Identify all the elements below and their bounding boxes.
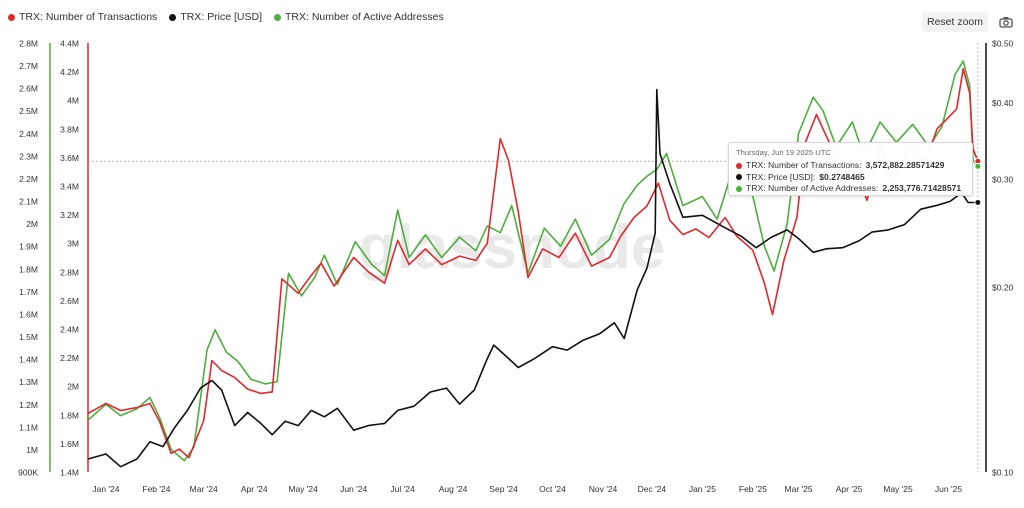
legend-label-active-addresses: TRX: Number of Active Addresses xyxy=(285,11,444,23)
tick-x-15: Apr '25 xyxy=(836,484,863,494)
tick-active-addresses-8: 1.7M xyxy=(19,287,38,297)
tick-x-16: May '25 xyxy=(883,484,913,494)
watermark: glassnode xyxy=(359,213,666,282)
tooltip-label-price: TRX: Price [USD]: xyxy=(746,171,816,182)
tooltip-dot-price xyxy=(736,174,742,181)
tooltip-row-price: TRX: Price [USD]: $0.2748465 xyxy=(736,172,965,184)
tick-price-2: $0.30 xyxy=(992,175,1014,185)
tick-x-5: Jun '24 xyxy=(340,484,367,494)
tooltip-date: Thursday, Jun 19 2025 UTC xyxy=(736,148,831,157)
tick-transactions-4: 2.2M xyxy=(60,353,79,363)
tooltip: Thursday, Jun 19 2025 UTC TRX: Number of… xyxy=(728,142,973,196)
tick-transactions-10: 3.4M xyxy=(60,182,79,192)
tick-transactions-14: 4.2M xyxy=(60,67,79,77)
tick-active-addresses-19: 2.8M xyxy=(19,39,38,49)
tick-x-7: Aug '24 xyxy=(439,484,468,494)
marker-price xyxy=(974,199,982,207)
tick-transactions-11: 3.6M xyxy=(60,153,79,163)
tick-active-addresses-12: 2.1M xyxy=(19,197,38,207)
tick-active-addresses-14: 2.3M xyxy=(19,151,38,161)
tick-x-14: Mar '25 xyxy=(785,484,813,494)
legend-label-transactions: TRX: Number of Transactions xyxy=(19,11,158,23)
legend-item-active-addresses[interactable]: TRX: Number of Active Addresses xyxy=(274,11,444,23)
tick-active-addresses-2: 1.1M xyxy=(19,422,38,432)
tooltip-value-transactions: 3,572,882.28571429 xyxy=(865,160,945,170)
tick-x-8: Sep '24 xyxy=(489,484,518,494)
camera-icon[interactable] xyxy=(996,12,1016,32)
tick-x-10: Nov '24 xyxy=(589,484,618,494)
legend-dot-price xyxy=(169,13,177,21)
tooltip-value-price: $0.2748465 xyxy=(819,171,865,182)
tick-price-0: $0.10 xyxy=(992,468,1014,478)
tick-transactions-2: 1.8M xyxy=(60,410,79,420)
tooltip-dot-active-addresses xyxy=(736,185,742,192)
tick-active-addresses-15: 2.4M xyxy=(19,129,38,139)
tick-x-13: Feb '25 xyxy=(739,484,767,494)
tick-x-0: Jan '24 xyxy=(92,484,119,494)
legend-item-price[interactable]: TRX: Price [USD] xyxy=(169,11,262,23)
tick-active-addresses-17: 2.6M xyxy=(19,84,38,94)
legend-dot-active-addresses xyxy=(274,13,281,21)
tick-x-3: Apr '24 xyxy=(241,484,268,494)
tooltip-row-transactions: TRX: Number of Transactions: 3,572,882.2… xyxy=(736,160,965,172)
tick-x-2: Mar '24 xyxy=(190,484,218,494)
tick-x-9: Oct '24 xyxy=(539,484,566,494)
tick-active-addresses-11: 2M xyxy=(26,219,38,229)
tick-active-addresses-16: 2.5M xyxy=(19,106,38,116)
tooltip-label-transactions: TRX: Number of Transactions: xyxy=(746,160,862,170)
tick-active-addresses-7: 1.6M xyxy=(19,309,38,319)
tick-transactions-7: 2.8M xyxy=(60,267,79,277)
tick-active-addresses-0: 900K xyxy=(18,468,38,478)
tick-transactions-13: 4M xyxy=(67,96,79,106)
tick-x-12: Jan '25 xyxy=(689,484,716,494)
tooltip-dot-transactions xyxy=(736,162,742,169)
legend: TRX: Number of Transactions TRX: Price [… xyxy=(8,11,444,23)
tick-active-addresses-3: 1.2M xyxy=(19,400,38,410)
tick-transactions-3: 2M xyxy=(67,382,79,392)
tick-active-addresses-4: 1.3M xyxy=(19,377,38,387)
tooltip-value-active-addresses: 2,253,776.71428571 xyxy=(882,183,962,193)
tick-transactions-1: 1.6M xyxy=(60,439,79,449)
legend-item-transactions[interactable]: TRX: Number of Transactions xyxy=(8,11,157,23)
tick-transactions-0: 1.4M xyxy=(60,468,79,478)
tooltip-label-active-addresses: TRX: Number of Active Addresses: xyxy=(746,183,879,193)
tick-active-addresses-5: 1.4M xyxy=(19,355,38,365)
tick-x-4: May '24 xyxy=(288,484,318,494)
series-line-price xyxy=(87,88,978,468)
tick-active-addresses-9: 1.8M xyxy=(19,264,38,274)
tick-price-1: $0.20 xyxy=(992,283,1014,293)
tick-x-17: Jun '25 xyxy=(935,484,962,494)
tick-x-6: Jul '24 xyxy=(390,484,415,494)
tick-transactions-6: 2.6M xyxy=(60,296,79,306)
tick-active-addresses-10: 1.9M xyxy=(19,242,38,252)
legend-label-price: TRX: Price [USD] xyxy=(180,11,262,23)
tick-transactions-15: 4.4M xyxy=(60,39,79,49)
tick-price-3: $0.40 xyxy=(992,98,1014,108)
tooltip-row-active-addresses: TRX: Number of Active Addresses: 2,253,7… xyxy=(736,183,965,195)
reset-zoom-button[interactable]: Reset zoom xyxy=(922,12,988,32)
tick-transactions-9: 3.2M xyxy=(60,210,79,220)
tick-active-addresses-6: 1.5M xyxy=(19,332,38,342)
tick-transactions-12: 3.8M xyxy=(60,124,79,134)
tick-transactions-8: 3M xyxy=(67,239,79,249)
marker-active-addresses xyxy=(974,162,982,170)
legend-dot-transactions xyxy=(8,13,15,21)
tick-price-4: $0.50 xyxy=(992,39,1014,49)
tick-x-1: Feb '24 xyxy=(142,484,170,494)
tick-transactions-5: 2.4M xyxy=(60,325,79,335)
tick-active-addresses-18: 2.7M xyxy=(19,61,38,71)
series-line-active-addresses xyxy=(87,60,979,462)
tick-active-addresses-1: 1M xyxy=(26,445,38,455)
tick-x-11: Dec '24 xyxy=(638,484,667,494)
tick-active-addresses-13: 2.2M xyxy=(19,174,38,184)
